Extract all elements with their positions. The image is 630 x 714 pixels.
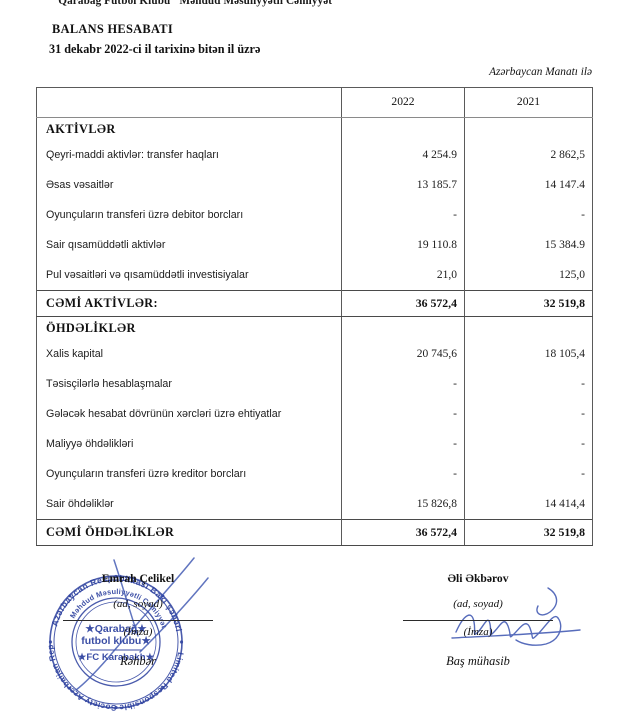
total-row-assets: CƏMİ AKTİVLƏR: 36 572,4 32 519,8: [36, 290, 593, 317]
section-spacer-2022: [341, 117, 465, 140]
signatory-role: Baş mühasib: [446, 654, 510, 668]
signatory-role: Rəhbər: [120, 654, 156, 668]
section-header-assets: AKTİVLƏR: [36, 117, 593, 140]
table-row: Təsisçilərlə hesablaşmalar - -: [36, 369, 593, 399]
section-spacer-2021: [464, 316, 593, 339]
total-value-2021: 32 519,8: [464, 519, 593, 546]
section-spacer-2021: [464, 117, 593, 140]
table-row: Sair öhdəliklər 15 826,8 14 414,4: [36, 489, 593, 520]
row-value-2022: 19 110.8: [341, 230, 465, 260]
total-label: CƏMİ ÖHDƏLİKLƏR: [36, 519, 342, 546]
row-label: Sair öhdəliklər: [36, 489, 342, 520]
table-row: Maliyyə öhdəlikləri - -: [36, 429, 593, 459]
total-label: CƏMİ AKTİVLƏR:: [36, 290, 342, 317]
signatory-name: Əli Əkbərov: [447, 572, 509, 585]
total-value-2021: 32 519,8: [464, 290, 593, 317]
row-value-2022: -: [341, 200, 465, 230]
row-value-2022: -: [341, 429, 465, 459]
signatory-name-caption: (ad, soyad): [453, 598, 503, 610]
signature-line: [403, 620, 553, 621]
balance-sheet-table: 2022 2021 AKTİVLƏR Qeyri-maddi aktivlər:…: [36, 87, 593, 546]
row-label: Gələcək hesabat dövrünün xərcləri üzrə e…: [36, 399, 342, 429]
row-value-2022: -: [341, 369, 465, 399]
row-value-2021: 2 862,5: [464, 140, 593, 170]
row-value-2021: 14 414,4: [464, 489, 593, 520]
row-label: Oyunçuların transferi üzrə debitor borcl…: [36, 200, 342, 230]
table-row: Xalis kapital 20 745,6 18 105,4: [36, 339, 593, 369]
row-value-2022: 21,0: [341, 260, 465, 291]
row-value-2021: 14 147.4: [464, 170, 593, 200]
total-value-2022: 36 572,4: [341, 290, 465, 317]
table-row: Gələcək hesabat dövrünün xərcləri üzrə e…: [36, 399, 593, 429]
table-row: Pul vəsaitləri və qısamüddətli investisi…: [36, 260, 593, 291]
row-value-2021: 15 384.9: [464, 230, 593, 260]
signature-block-accountant: Əli Əkbərov (ad, soyad) (İmza) Baş mühas…: [368, 572, 588, 669]
row-value-2021: -: [464, 369, 593, 399]
section-title: AKTİVLƏR: [36, 117, 342, 140]
row-value-2022: -: [341, 399, 465, 429]
table-row: Qeyri-maddi aktivlər: transfer haqları 4…: [36, 140, 593, 170]
total-value-2022: 36 572,4: [341, 519, 465, 546]
row-value-2022: 20 745,6: [341, 339, 465, 369]
page-title: BALANS HESABATI: [52, 22, 173, 36]
signature-line: [63, 620, 213, 621]
signature-block-director: Emrah Çelikel (ad, soyad) (İmza) Rəhbər: [28, 572, 248, 669]
row-value-2022: -: [341, 459, 465, 489]
row-value-2021: 18 105,4: [464, 339, 593, 369]
row-label: Sair qısamüddətli aktivlər: [36, 230, 342, 260]
row-value-2022: 15 826,8: [341, 489, 465, 520]
table-header-row: 2022 2021: [36, 87, 593, 118]
row-label: Maliyyə öhdəlikləri: [36, 429, 342, 459]
table-row: Əsas vəsaitlər 13 185.7 14 147.4: [36, 170, 593, 200]
section-title: ÖHDƏLİKLƏR: [36, 316, 342, 339]
column-header-2022: 2022: [341, 87, 465, 118]
row-label: Əsas vəsaitlər: [36, 170, 342, 200]
company-name: "Qarabağ Futbol Klubu" Məhdud Məsuliyyət…: [52, 0, 333, 7]
table-row: Oyunçuların transferi üzrə kreditor borc…: [36, 459, 593, 489]
section-spacer-2022: [341, 316, 465, 339]
signature-area: Emrah Çelikel (ad, soyad) (İmza) Rəhbər …: [0, 557, 630, 712]
table-row: Sair qısamüddətli aktivlər 19 110.8 15 3…: [36, 230, 593, 260]
row-value-2022: 13 185.7: [341, 170, 465, 200]
row-value-2021: -: [464, 459, 593, 489]
column-header-label: [36, 87, 342, 118]
row-label: Qeyri-maddi aktivlər: transfer haqları: [36, 140, 342, 170]
row-label: Oyunçuların transferi üzrə kreditor borc…: [36, 459, 342, 489]
signatory-name-caption: (ad, soyad): [113, 598, 163, 610]
column-header-2021: 2021: [464, 87, 593, 118]
row-value-2021: 125,0: [464, 260, 593, 291]
row-label: Təsisçilərlə hesablaşmalar: [36, 369, 342, 399]
row-label: Xalis kapital: [36, 339, 342, 369]
row-value-2021: -: [464, 200, 593, 230]
currency-note: Azərbaycan Manatı ilə: [489, 66, 592, 78]
row-value-2022: 4 254.9: [341, 140, 465, 170]
signature-caption: (İmza): [463, 626, 493, 638]
row-value-2021: -: [464, 399, 593, 429]
signature-caption: (İmza): [123, 626, 153, 638]
section-header-liabilities: ÖHDƏLİKLƏR: [36, 316, 593, 339]
total-row-liabilities: CƏMİ ÖHDƏLİKLƏR 36 572,4 32 519,8: [36, 519, 593, 546]
row-value-2021: -: [464, 429, 593, 459]
signatory-name: Emrah Çelikel: [101, 572, 175, 585]
row-label: Pul vəsaitləri və qısamüddətli investisi…: [36, 260, 342, 291]
report-period: 31 dekabr 2022-ci il tarixinə bitən il ü…: [49, 42, 261, 56]
table-row: Oyunçuların transferi üzrə debitor borcl…: [36, 200, 593, 230]
